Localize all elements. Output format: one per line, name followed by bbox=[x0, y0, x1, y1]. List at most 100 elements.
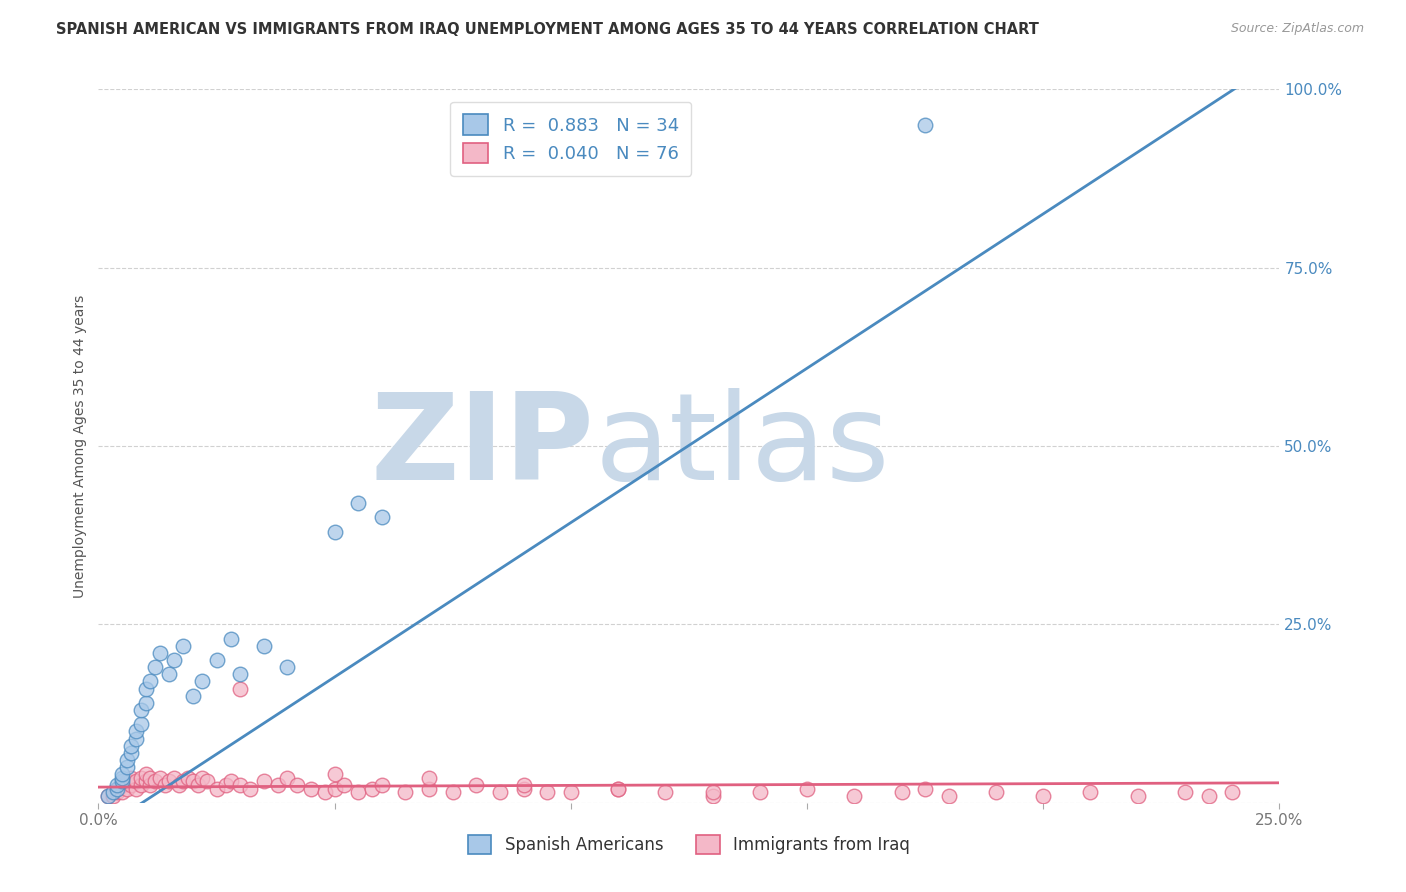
Point bbox=[323, 524, 346, 539]
Point bbox=[125, 724, 148, 739]
Point bbox=[314, 785, 336, 799]
Point bbox=[111, 778, 134, 792]
Point bbox=[157, 667, 180, 681]
Point bbox=[1080, 785, 1102, 799]
Point bbox=[187, 778, 209, 792]
Point bbox=[135, 774, 157, 789]
Point bbox=[984, 785, 1007, 799]
Point bbox=[914, 781, 936, 796]
Point bbox=[191, 674, 214, 689]
Point bbox=[441, 785, 464, 799]
Point bbox=[418, 781, 440, 796]
Point bbox=[111, 785, 134, 799]
Point bbox=[139, 778, 162, 792]
Point bbox=[135, 696, 157, 710]
Point bbox=[215, 778, 238, 792]
Point bbox=[129, 771, 152, 785]
Point bbox=[489, 785, 512, 799]
Point bbox=[1032, 789, 1054, 803]
Point bbox=[97, 789, 120, 803]
Point bbox=[654, 785, 676, 799]
Point bbox=[1198, 789, 1220, 803]
Point bbox=[536, 785, 558, 799]
Point bbox=[105, 785, 128, 799]
Point bbox=[115, 774, 138, 789]
Point bbox=[149, 646, 172, 660]
Point bbox=[465, 778, 488, 792]
Point bbox=[418, 771, 440, 785]
Point bbox=[105, 781, 128, 796]
Point bbox=[253, 774, 276, 789]
Point bbox=[512, 781, 534, 796]
Point bbox=[139, 771, 162, 785]
Point bbox=[229, 681, 252, 696]
Point bbox=[121, 746, 143, 760]
Point bbox=[105, 781, 128, 796]
Point bbox=[1220, 785, 1243, 799]
Point bbox=[121, 778, 143, 792]
Point bbox=[172, 774, 194, 789]
Point bbox=[163, 653, 186, 667]
Point bbox=[129, 717, 152, 731]
Point bbox=[97, 789, 120, 803]
Point bbox=[347, 785, 370, 799]
Y-axis label: Unemployment Among Ages 35 to 44 years: Unemployment Among Ages 35 to 44 years bbox=[73, 294, 87, 598]
Point bbox=[177, 771, 200, 785]
Point bbox=[195, 774, 218, 789]
Text: Source: ZipAtlas.com: Source: ZipAtlas.com bbox=[1230, 22, 1364, 36]
Point bbox=[121, 739, 143, 753]
Point bbox=[347, 496, 370, 510]
Point bbox=[890, 785, 912, 799]
Point bbox=[323, 767, 346, 781]
Point bbox=[105, 778, 128, 792]
Point bbox=[115, 753, 138, 767]
Point bbox=[702, 789, 724, 803]
Point bbox=[1174, 785, 1197, 799]
Point bbox=[276, 660, 298, 674]
Point bbox=[129, 778, 152, 792]
Point bbox=[333, 778, 356, 792]
Point bbox=[844, 789, 866, 803]
Point bbox=[111, 767, 134, 781]
Point bbox=[135, 767, 157, 781]
Point bbox=[101, 789, 124, 803]
Point bbox=[512, 778, 534, 792]
Point bbox=[748, 785, 770, 799]
Point bbox=[111, 771, 134, 785]
Point bbox=[153, 778, 176, 792]
Text: SPANISH AMERICAN VS IMMIGRANTS FROM IRAQ UNEMPLOYMENT AMONG AGES 35 TO 44 YEARS : SPANISH AMERICAN VS IMMIGRANTS FROM IRAQ… bbox=[56, 22, 1039, 37]
Point bbox=[181, 774, 204, 789]
Point bbox=[135, 681, 157, 696]
Point bbox=[115, 760, 138, 774]
Point bbox=[172, 639, 194, 653]
Point bbox=[167, 778, 190, 792]
Point bbox=[938, 789, 960, 803]
Point bbox=[205, 653, 228, 667]
Point bbox=[139, 674, 162, 689]
Legend: Spanish Americans, Immigrants from Iraq: Spanish Americans, Immigrants from Iraq bbox=[456, 823, 922, 866]
Point bbox=[914, 118, 936, 132]
Point bbox=[285, 778, 308, 792]
Point bbox=[361, 781, 384, 796]
Point bbox=[143, 660, 166, 674]
Point bbox=[191, 771, 214, 785]
Point bbox=[560, 785, 582, 799]
Point bbox=[323, 781, 346, 796]
Point bbox=[267, 778, 290, 792]
Point bbox=[125, 731, 148, 746]
Point bbox=[157, 774, 180, 789]
Point bbox=[149, 771, 172, 785]
Point bbox=[796, 781, 818, 796]
Point bbox=[371, 778, 394, 792]
Point bbox=[125, 781, 148, 796]
Point bbox=[607, 781, 630, 796]
Point bbox=[702, 785, 724, 799]
Point bbox=[607, 781, 630, 796]
Point bbox=[239, 781, 262, 796]
Text: atlas: atlas bbox=[595, 387, 890, 505]
Point bbox=[229, 778, 252, 792]
Point bbox=[219, 774, 242, 789]
Point bbox=[394, 785, 416, 799]
Point bbox=[181, 689, 204, 703]
Point bbox=[205, 781, 228, 796]
